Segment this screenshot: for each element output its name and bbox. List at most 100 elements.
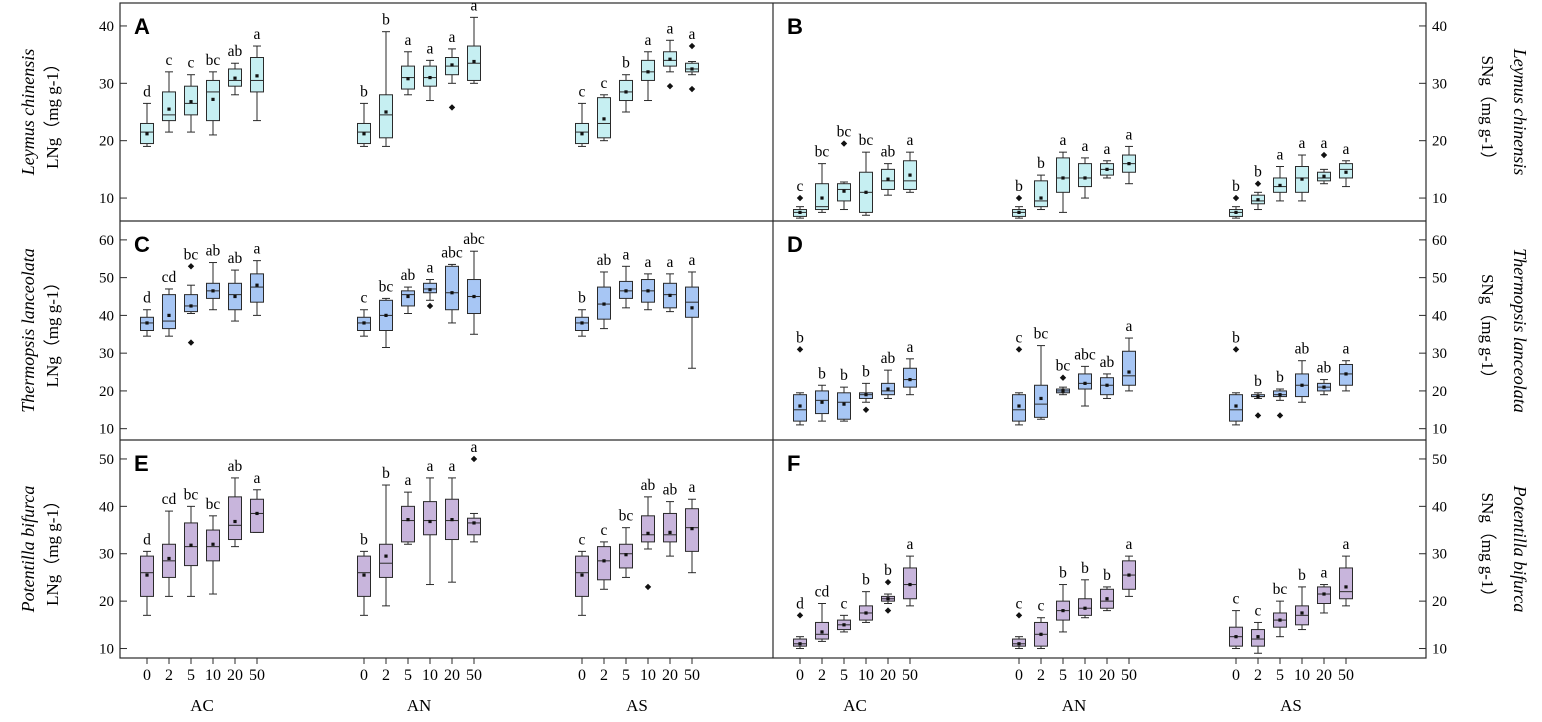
significance-letter: a <box>427 260 434 277</box>
box-AS-0: b <box>575 290 589 337</box>
box-AC-50: a <box>250 26 264 122</box>
x-tick-label: 2 <box>382 667 390 684</box>
significance-letter: a <box>1343 141 1350 158</box>
outlier-marker <box>1015 194 1023 202</box>
box-AC-5: c <box>184 55 198 133</box>
mean-marker <box>472 294 476 299</box>
outlier-marker <box>884 607 892 614</box>
significance-letter: bc <box>619 508 634 525</box>
x-tick-label: 5 <box>187 667 195 684</box>
box-AC-2: bc <box>815 144 829 213</box>
significance-letter: c <box>579 83 586 100</box>
significance-letter: c <box>601 75 608 92</box>
box-AC-50: a <box>903 536 917 607</box>
significance-letter: b <box>1103 567 1111 584</box>
box-iqr <box>903 367 917 388</box>
significance-letter: c <box>797 178 804 195</box>
outlier-marker <box>1254 412 1262 419</box>
mean-marker <box>886 597 890 601</box>
box-AC-20: ab <box>228 458 243 548</box>
outlier-marker <box>796 612 804 619</box>
significance-letter: ab <box>1100 354 1115 371</box>
mean-marker <box>233 294 237 299</box>
mean-marker <box>211 542 215 546</box>
significance-letter: a <box>1321 135 1328 152</box>
x-tick-label: 10 <box>422 667 438 684</box>
significance-letter: bc <box>1034 326 1049 343</box>
mean-marker <box>428 519 432 524</box>
significance-letter: ab <box>641 477 656 494</box>
significance-letter: c <box>188 55 195 72</box>
mean-marker <box>428 75 432 80</box>
y-tick-label: 20 <box>1432 134 1447 150</box>
y-tick-label: 20 <box>1432 594 1447 610</box>
significance-letter: d <box>143 83 151 100</box>
box-iqr <box>837 392 851 420</box>
significance-letter: b <box>622 55 630 72</box>
mean-marker <box>886 387 890 391</box>
x-tick-label: 10 <box>858 667 874 684</box>
significance-letter: c <box>1016 595 1023 612</box>
box-AN-0: c <box>1012 329 1026 426</box>
y-axis-label: LNg（mg g-1） <box>43 55 62 169</box>
y-tick-label: 40 <box>1432 308 1447 324</box>
x-tick-label: 20 <box>880 667 896 684</box>
significance-letter: a <box>254 470 261 487</box>
significance-letter: c <box>841 595 848 612</box>
box-iqr <box>445 265 459 311</box>
y-tick-label: 60 <box>1432 233 1447 249</box>
outlier-marker <box>1232 346 1240 353</box>
box-iqr <box>228 496 242 541</box>
mean-marker <box>602 117 606 121</box>
species-label: Thermopsis lanceolata <box>1510 248 1530 413</box>
y-tick-label: 30 <box>1432 76 1447 92</box>
significance-letter: c <box>1038 598 1045 615</box>
box-AS-50: a <box>1339 536 1353 607</box>
x-tick-label: 2 <box>1037 667 1045 684</box>
mean-marker <box>1256 635 1260 639</box>
mean-marker <box>820 196 824 200</box>
group-label: AC <box>843 696 867 715</box>
x-tick-label: 10 <box>1077 667 1093 684</box>
box-AC-2: c <box>162 52 176 133</box>
box-AS-10: ab <box>641 477 656 591</box>
box-AS-5: bc <box>1273 581 1287 638</box>
mean-marker <box>1234 210 1238 214</box>
mean-marker <box>690 306 694 310</box>
significance-letter: ab <box>881 350 896 367</box>
box-AN-2: b <box>379 12 393 147</box>
mean-marker <box>1083 381 1087 385</box>
mean-marker <box>602 559 606 563</box>
x-tick-label: 0 <box>578 667 586 684</box>
mean-marker <box>580 321 584 325</box>
significance-letter: abc <box>441 244 463 261</box>
mean-marker <box>820 630 824 634</box>
box-AC-2: b <box>815 365 829 422</box>
mean-marker <box>1278 393 1282 397</box>
significance-letter: b <box>1232 178 1240 195</box>
significance-letter: b <box>1059 565 1067 582</box>
box-AS-5: a <box>1273 147 1287 202</box>
outlier-marker <box>644 583 652 591</box>
mean-marker <box>255 283 259 287</box>
mean-marker <box>384 313 388 317</box>
outlier-marker <box>796 346 804 353</box>
y-tick-label: 10 <box>1432 642 1447 658</box>
mean-marker <box>189 100 193 104</box>
significance-letter: a <box>907 536 914 553</box>
box-iqr <box>184 294 198 313</box>
significance-letter: a <box>254 241 261 258</box>
significance-letter: a <box>645 254 652 271</box>
panel-E: E 10 20 30 40 50 Potentilla bifurca LNg（mg g-1）… <box>18 439 699 658</box>
group-label: AS <box>1280 696 1302 715</box>
mean-marker <box>428 288 432 292</box>
box-AS-50: a <box>685 26 699 93</box>
box-AS-2: c <box>1251 602 1265 654</box>
mean-marker <box>362 321 366 325</box>
box-AN-10: a <box>423 260 437 310</box>
y-tick-label: 50 <box>99 452 114 468</box>
box-AN-0: b <box>357 531 371 616</box>
box-AC-0: d <box>140 531 154 616</box>
x-tick-label: 0 <box>796 667 804 684</box>
mean-marker <box>842 189 846 193</box>
